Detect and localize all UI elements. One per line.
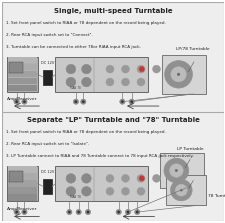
Circle shape bbox=[128, 99, 134, 104]
Circle shape bbox=[174, 169, 177, 172]
Circle shape bbox=[73, 99, 78, 104]
Bar bbox=[8, 166, 36, 173]
Circle shape bbox=[74, 100, 77, 103]
Circle shape bbox=[136, 65, 144, 73]
Circle shape bbox=[23, 211, 26, 213]
Text: 78 Turntable: 78 Turntable bbox=[207, 194, 225, 198]
Circle shape bbox=[66, 209, 72, 215]
Bar bbox=[9, 62, 23, 73]
Text: LP Turntable: LP Turntable bbox=[176, 147, 203, 151]
Circle shape bbox=[80, 99, 86, 104]
Circle shape bbox=[85, 209, 90, 215]
Circle shape bbox=[119, 99, 124, 104]
Circle shape bbox=[15, 100, 18, 103]
Bar bbox=[8, 85, 36, 91]
FancyBboxPatch shape bbox=[7, 166, 38, 201]
Circle shape bbox=[126, 211, 129, 213]
Circle shape bbox=[170, 67, 185, 82]
Circle shape bbox=[14, 99, 19, 104]
Bar bbox=[9, 171, 23, 182]
Bar bbox=[8, 64, 36, 70]
Circle shape bbox=[22, 209, 27, 215]
Circle shape bbox=[136, 78, 144, 86]
Circle shape bbox=[121, 65, 129, 73]
Text: DC 12V: DC 12V bbox=[41, 170, 54, 174]
Circle shape bbox=[163, 158, 188, 183]
Circle shape bbox=[179, 189, 182, 191]
Bar bbox=[8, 57, 36, 63]
Circle shape bbox=[115, 209, 121, 215]
Circle shape bbox=[81, 173, 91, 183]
Text: Amp/Receiver: Amp/Receiver bbox=[7, 97, 37, 101]
Circle shape bbox=[76, 209, 81, 215]
FancyBboxPatch shape bbox=[55, 166, 148, 201]
Text: 3. LP Turntable connect to RIAA and 78 Turntable connect to 78 input RCA jack re: 3. LP Turntable connect to RIAA and 78 T… bbox=[6, 154, 192, 158]
Bar bbox=[43, 70, 52, 85]
FancyBboxPatch shape bbox=[55, 57, 148, 92]
Circle shape bbox=[152, 65, 160, 73]
Text: 2. Rear RCA input switch set to "Connect".: 2. Rear RCA input switch set to "Connect… bbox=[6, 33, 92, 37]
Text: 1. Set front panel switch to RIAA or 78 dependent on the record being played.: 1. Set front panel switch to RIAA or 78 … bbox=[6, 130, 165, 134]
Bar bbox=[8, 173, 36, 180]
Text: 1. Set front panel switch to RIAA or 78 dependent on the record being played.: 1. Set front panel switch to RIAA or 78 … bbox=[6, 21, 165, 25]
Circle shape bbox=[106, 174, 113, 182]
Circle shape bbox=[81, 64, 91, 74]
Circle shape bbox=[106, 65, 113, 73]
Bar bbox=[8, 180, 36, 187]
Circle shape bbox=[136, 174, 144, 182]
Text: DC 12V: DC 12V bbox=[41, 61, 54, 65]
Circle shape bbox=[121, 187, 129, 195]
Text: 3. Turntable can be connected to either 78or RIAA input RCA jack.: 3. Turntable can be connected to either … bbox=[6, 45, 140, 49]
Circle shape bbox=[136, 187, 144, 195]
Circle shape bbox=[135, 211, 138, 213]
Circle shape bbox=[82, 100, 84, 103]
Circle shape bbox=[68, 211, 70, 213]
Circle shape bbox=[164, 61, 192, 88]
FancyBboxPatch shape bbox=[161, 55, 205, 94]
Circle shape bbox=[121, 78, 129, 86]
Circle shape bbox=[139, 176, 144, 181]
Circle shape bbox=[66, 64, 75, 74]
Bar bbox=[8, 78, 36, 84]
Circle shape bbox=[170, 180, 191, 201]
Circle shape bbox=[139, 66, 144, 72]
Bar bbox=[43, 179, 52, 194]
Text: LP/78 Turntable: LP/78 Turntable bbox=[175, 47, 209, 52]
FancyBboxPatch shape bbox=[159, 153, 203, 188]
Circle shape bbox=[176, 73, 179, 76]
Circle shape bbox=[66, 173, 75, 183]
FancyBboxPatch shape bbox=[7, 57, 38, 92]
Circle shape bbox=[121, 174, 129, 182]
Text: 2. Rear RCA input switch set to "Isolate".: 2. Rear RCA input switch set to "Isolate… bbox=[6, 142, 88, 146]
Circle shape bbox=[81, 77, 91, 87]
Circle shape bbox=[15, 211, 18, 213]
Circle shape bbox=[125, 209, 130, 215]
Circle shape bbox=[152, 174, 160, 182]
Text: Single, multi-speed Turntable: Single, multi-speed Turntable bbox=[54, 8, 171, 14]
Circle shape bbox=[106, 187, 113, 195]
Circle shape bbox=[134, 209, 139, 215]
Circle shape bbox=[77, 211, 80, 213]
Circle shape bbox=[81, 186, 91, 196]
Circle shape bbox=[106, 78, 113, 86]
Circle shape bbox=[117, 211, 119, 213]
Circle shape bbox=[169, 164, 182, 177]
Circle shape bbox=[86, 211, 89, 213]
Bar bbox=[8, 187, 36, 194]
Circle shape bbox=[130, 100, 133, 103]
Circle shape bbox=[66, 186, 75, 196]
Text: RIAA  78: RIAA 78 bbox=[69, 86, 80, 90]
Circle shape bbox=[22, 99, 27, 104]
Text: RIAA  78: RIAA 78 bbox=[69, 195, 80, 199]
Text: Separate "LP" Turntable and "78" Turntable: Separate "LP" Turntable and "78" Turntab… bbox=[27, 117, 198, 123]
Circle shape bbox=[121, 100, 123, 103]
Circle shape bbox=[175, 184, 187, 196]
Text: Amp/Receiver: Amp/Receiver bbox=[7, 206, 37, 211]
Circle shape bbox=[14, 209, 19, 215]
FancyBboxPatch shape bbox=[165, 175, 205, 205]
Bar bbox=[8, 194, 36, 201]
Bar bbox=[8, 71, 36, 77]
Circle shape bbox=[66, 77, 75, 87]
Circle shape bbox=[23, 100, 26, 103]
